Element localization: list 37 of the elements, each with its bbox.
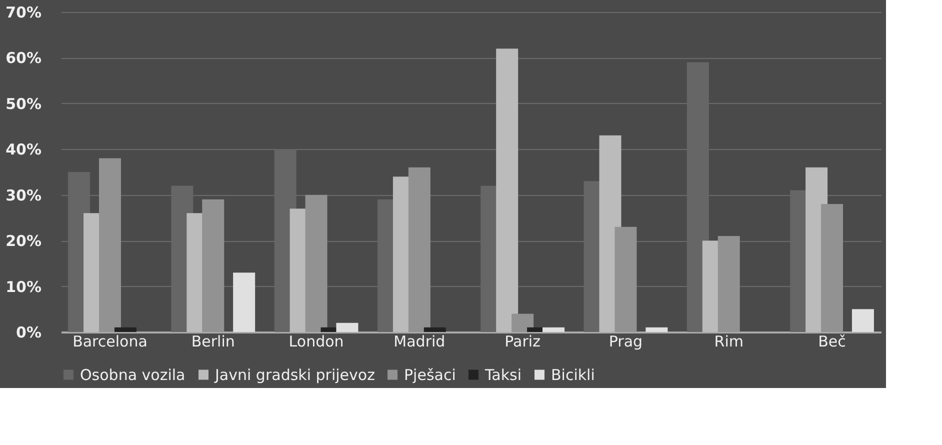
y-tick-label: 10% <box>6 278 42 296</box>
y-tick-label: 20% <box>6 232 42 250</box>
y-tick-label: 60% <box>6 49 42 68</box>
bar <box>424 327 446 332</box>
bar <box>408 167 430 332</box>
x-tick-label: Madrid <box>394 332 446 350</box>
x-tick-label: Beč <box>818 332 846 350</box>
legend-label: Osobna vozila <box>80 366 186 384</box>
bar <box>496 48 518 332</box>
bar <box>646 327 668 332</box>
legend-label: Taksi <box>484 366 522 384</box>
x-tick-label: London <box>288 332 344 350</box>
legend-label: Javni gradski prijevoz <box>214 366 376 384</box>
y-tick-label: 40% <box>6 140 42 159</box>
bar <box>114 327 136 332</box>
bar <box>718 236 740 332</box>
y-tick-label: 50% <box>6 94 42 113</box>
bar <box>821 204 844 332</box>
bar <box>542 327 565 332</box>
y-tick-label: 0% <box>16 324 42 342</box>
legend-label: Bicikli <box>551 366 595 384</box>
x-tick-label: Berlin <box>191 332 235 350</box>
legend-label: Pješaci <box>404 366 456 384</box>
bar <box>512 314 534 332</box>
x-tick-label: Pariz <box>504 332 541 350</box>
y-tick-label: 70% <box>6 4 42 22</box>
y-tick-label: 30% <box>6 186 42 204</box>
bar <box>852 309 874 332</box>
bar <box>233 272 256 332</box>
x-tick-label: Prag <box>608 332 643 350</box>
bar <box>336 322 358 332</box>
bar <box>98 158 121 332</box>
bar <box>305 194 328 332</box>
bar <box>202 199 224 332</box>
bar <box>614 226 637 332</box>
x-tick-label: Rim <box>714 332 744 350</box>
x-tick-label: Barcelona <box>72 332 148 350</box>
